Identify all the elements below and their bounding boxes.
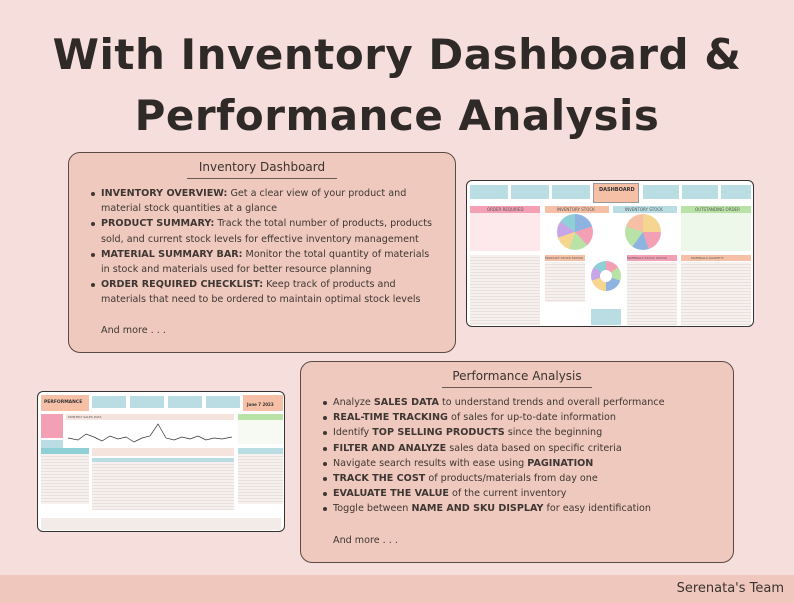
- inventory-bullet: INVENTORY OVERVIEW: Get a clear view of …: [89, 186, 439, 216]
- outstanding-label: OUTSTANDING ORDER: [695, 207, 740, 212]
- material-quantity-label: MATERIALS QUANTITY: [691, 256, 724, 260]
- inventory-dashboard-card: Inventory Dashboard INVENTORY OVERVIEW: …: [68, 152, 456, 353]
- inventory-bullet: MATERIAL SUMMARY BAR: Monitor the total …: [89, 247, 439, 277]
- performance-bullet: Navigate search results with ease using …: [321, 456, 721, 471]
- performance-bullet: Identify TOP SELLING PRODUCTS since the …: [321, 425, 721, 440]
- performance-card-heading: Performance Analysis: [452, 369, 582, 383]
- inventory-and-more: And more . . .: [101, 325, 166, 336]
- inventory-card-heading: Inventory Dashboard: [198, 160, 326, 174]
- pie2-label: INVENTORY STOCK: [625, 207, 663, 212]
- inventory-pie-1: [557, 214, 593, 250]
- pie1-label: INVENTORY STOCK: [557, 207, 595, 212]
- performance-screenshot-header: PERFORMANCE: [44, 400, 83, 405]
- monthly-sales-line: [67, 423, 233, 443]
- material-stock-label: MATERIALS STOCK STATUS: [627, 256, 668, 260]
- performance-date: June 7 2023: [247, 402, 274, 407]
- performance-bullet: REAL-TIME TRACKING of sales for up-to-da…: [321, 410, 721, 425]
- performance-analysis-card: Performance Analysis Analyze SALES DATA …: [300, 361, 734, 563]
- order-required-label: ORDER REQUIRED: [487, 207, 524, 212]
- page-title-line-2: Performance Analysis: [134, 91, 660, 140]
- inventory-pie-2: [625, 214, 661, 250]
- dashboard-screenshot-header: DASHBOARD: [599, 187, 635, 193]
- performance-bullet: TRACK THE COST of products/materials fro…: [321, 471, 721, 486]
- monthly-sales-label: MONTHLY SALES DATA: [68, 415, 102, 419]
- performance-bullet: Analyze SALES DATA to understand trends …: [321, 395, 721, 410]
- product-stock-label: PRODUCT STOCK STATUS: [545, 256, 584, 260]
- performance-bullet: Toggle between NAME AND SKU DISPLAY for …: [321, 501, 721, 516]
- performance-screenshot: PERFORMANCE June 7 2023 MONTHLY SALES DA…: [37, 391, 285, 532]
- inventory-bullet: PRODUCT SUMMARY: Track the total number …: [89, 216, 439, 246]
- footer-bar: Serenata's Team: [0, 575, 794, 603]
- page-title-line-1: With Inventory Dashboard &: [52, 30, 742, 79]
- footer-brand: Serenata's Team: [676, 581, 784, 596]
- dashboard-screenshot: DASHBOARD ORDER REQUIRED INVENTORY STOCK…: [466, 180, 754, 327]
- inventory-bullet-list: INVENTORY OVERVIEW: Get a clear view of …: [89, 186, 439, 308]
- performance-bullet: FILTER AND ANALYZE sales data based on s…: [321, 441, 721, 456]
- performance-bullet: EVALUATE THE VALUE of the current invent…: [321, 486, 721, 501]
- performance-bullet-list: Analyze SALES DATA to understand trends …: [321, 395, 721, 517]
- inventory-bullet: ORDER REQUIRED CHECKLIST: Keep track of …: [89, 277, 439, 307]
- performance-and-more: And more . . .: [333, 535, 398, 546]
